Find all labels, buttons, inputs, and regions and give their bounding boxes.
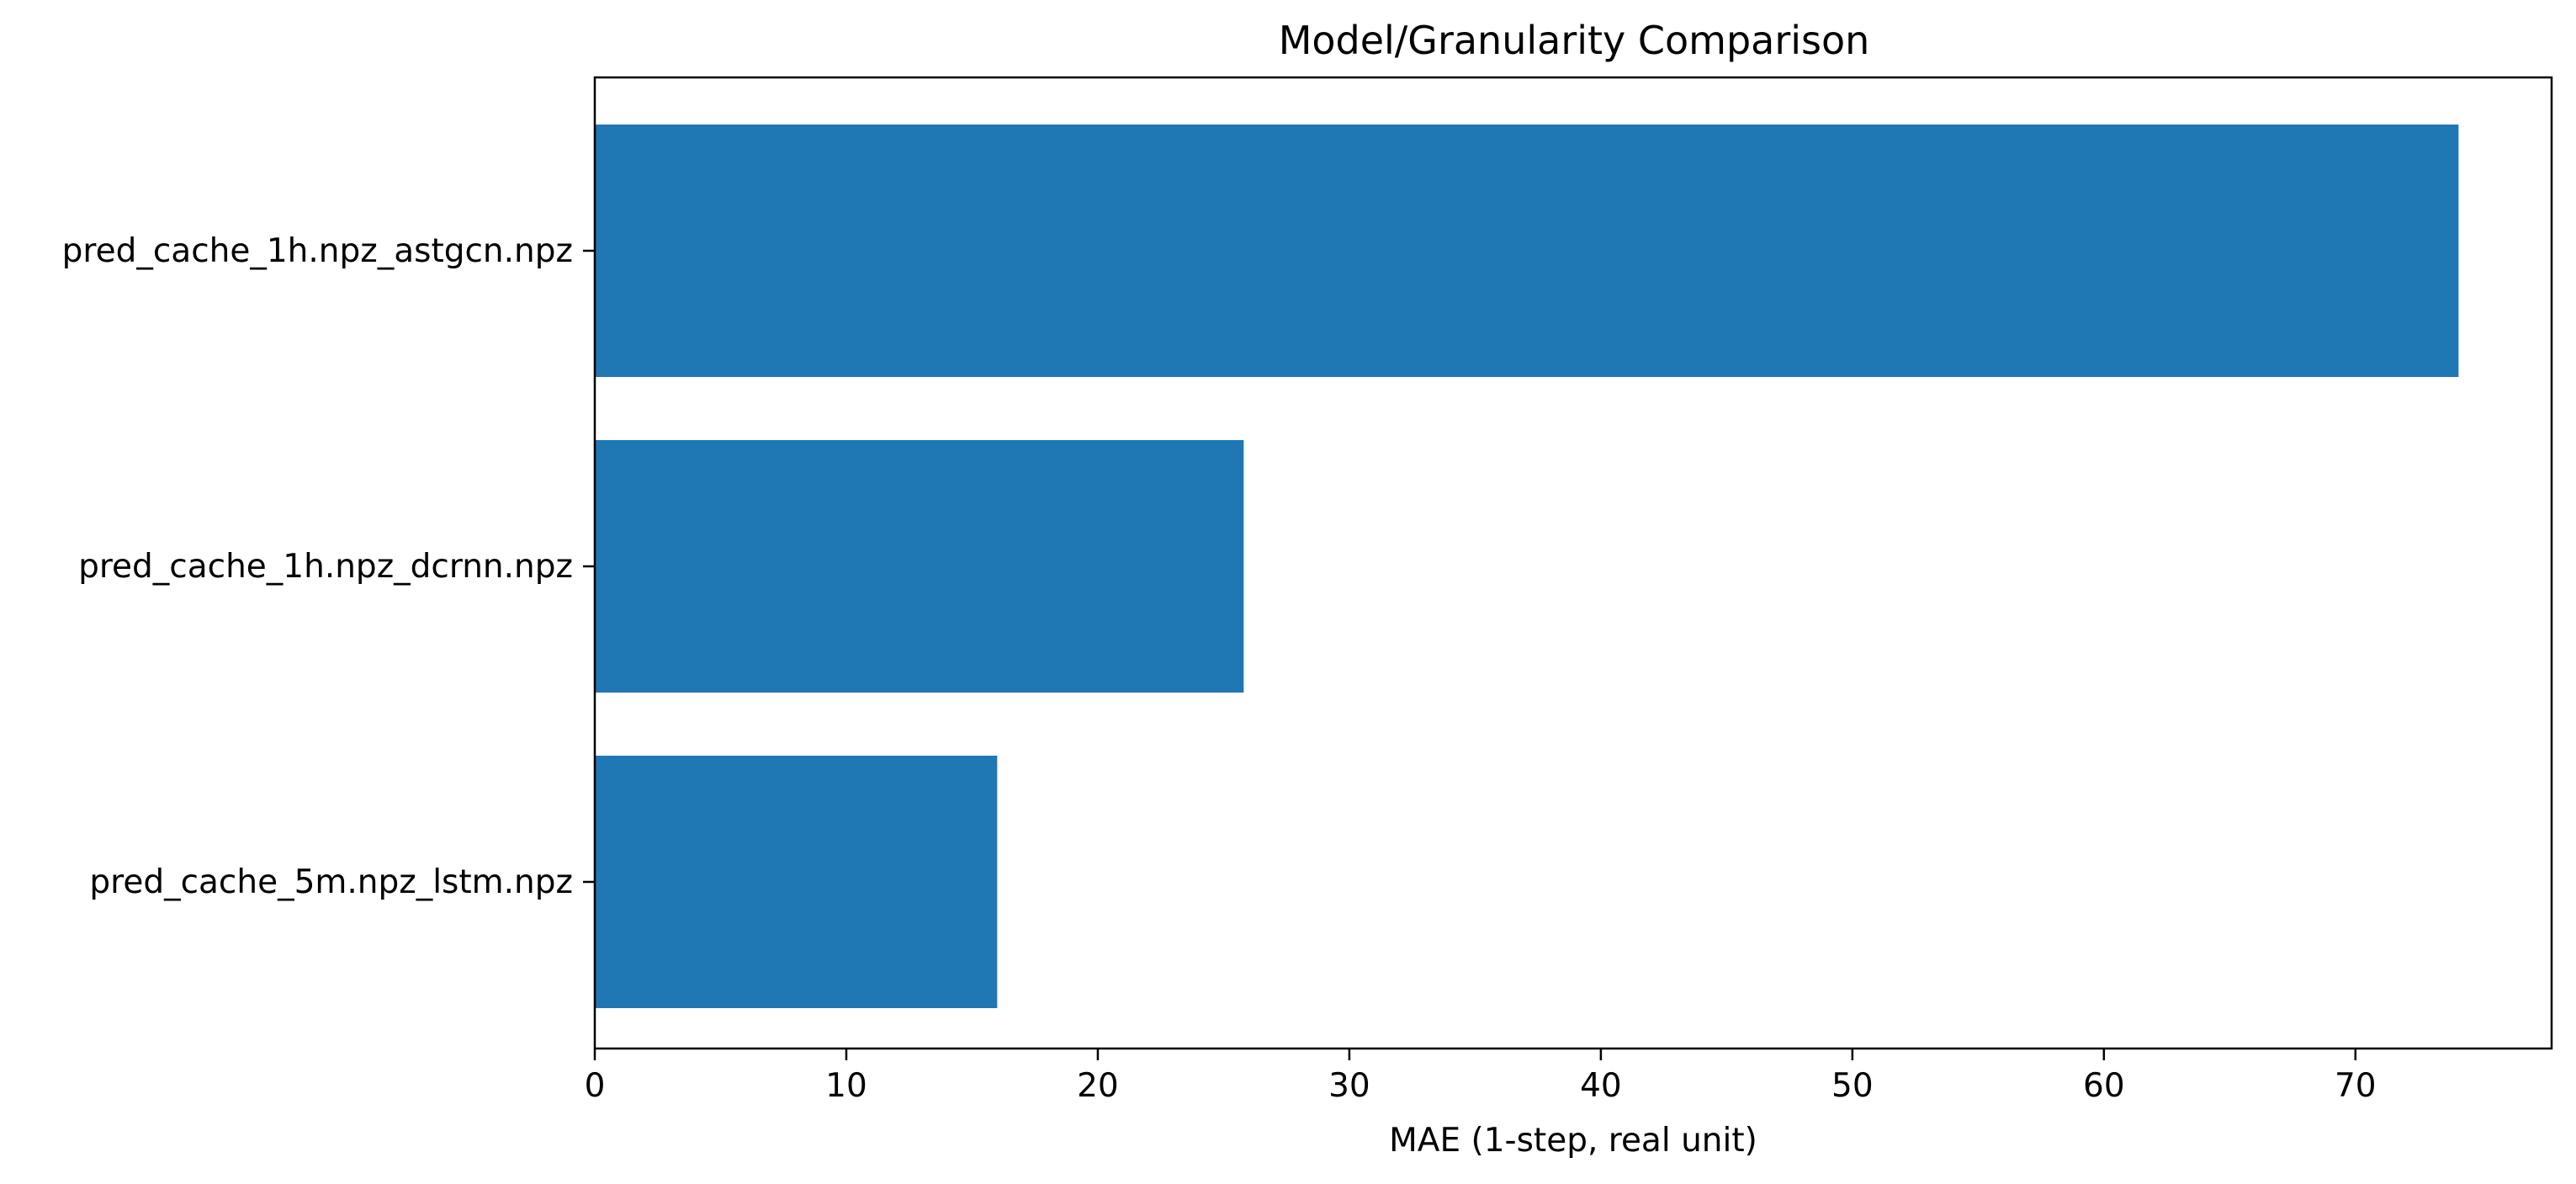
y-tick-label-2: pred_cache_5m.npz_lstm.npz bbox=[89, 863, 573, 901]
x-tick-label-4: 40 bbox=[1580, 1067, 1622, 1105]
x-tick-label-6: 60 bbox=[2083, 1067, 2125, 1105]
x-axis-ticks: 0 10 20 30 40 50 60 70 bbox=[585, 1049, 2377, 1105]
bar-0 bbox=[595, 125, 2459, 377]
bar-2 bbox=[595, 756, 998, 1008]
x-tick-label-5: 50 bbox=[1831, 1067, 1874, 1105]
y-axis-ticks: pred_cache_1h.npz_astgcn.npz pred_cache_1… bbox=[62, 232, 595, 901]
x-tick-label-3: 30 bbox=[1328, 1067, 1370, 1105]
plot-frame bbox=[593, 76, 2553, 1050]
bars-group bbox=[595, 125, 2459, 1008]
chart-title: Model/Granularity Comparison bbox=[1279, 18, 1870, 63]
y-tick-label-1: pred_cache_1h.npz_dcrnn.npz bbox=[78, 548, 573, 586]
y-tick-label-0: pred_cache_1h.npz_astgcn.npz bbox=[62, 232, 573, 270]
x-tick-label-7: 70 bbox=[2335, 1067, 2377, 1105]
bar-1 bbox=[595, 440, 1244, 693]
x-tick-label-2: 20 bbox=[1077, 1067, 1119, 1105]
x-axis-label: MAE (1-step, real unit) bbox=[1389, 1122, 1757, 1160]
x-tick-label-0: 0 bbox=[585, 1067, 606, 1105]
x-tick-label-1: 10 bbox=[825, 1067, 867, 1105]
